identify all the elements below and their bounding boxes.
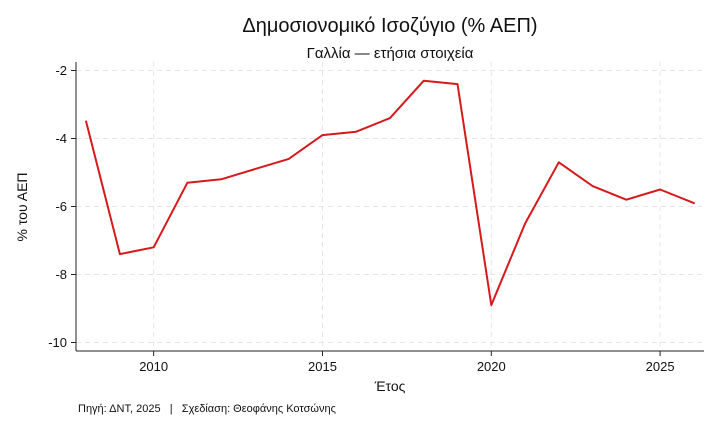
y-axis-label: % του ΑΕΠ [14, 172, 30, 241]
y-tick-label: -4 [55, 131, 67, 146]
source-note: Πηγή: ΔΝΤ, 2025 | Σχεδίαση: Θεοφάνης Κοτ… [78, 403, 336, 415]
axes [71, 62, 704, 356]
grid-lines [76, 62, 704, 351]
y-tick-label: -8 [55, 267, 67, 282]
y-tick-label: -2 [55, 63, 67, 78]
x-axis-label: Έτος [374, 378, 406, 394]
series-line [85, 79, 695, 307]
y-tick-label: -10 [48, 335, 67, 350]
series-line-group [85, 79, 695, 307]
x-tick-label: 2015 [308, 359, 337, 374]
x-tick-label: 2020 [477, 359, 506, 374]
x-tick-label: 2010 [139, 359, 168, 374]
y-tick-label: -6 [55, 199, 67, 214]
tick-labels: -10 -8 -6 -4 -2 2010 2015 2020 2025 [48, 63, 674, 374]
chart-title: Δημοσιονομικό Ισοζύγιο (% ΑΕΠ) [242, 15, 537, 37]
chart-subtitle: Γαλλία — ετήσια στοιχεία [307, 45, 474, 62]
x-tick-label: 2025 [646, 359, 675, 374]
